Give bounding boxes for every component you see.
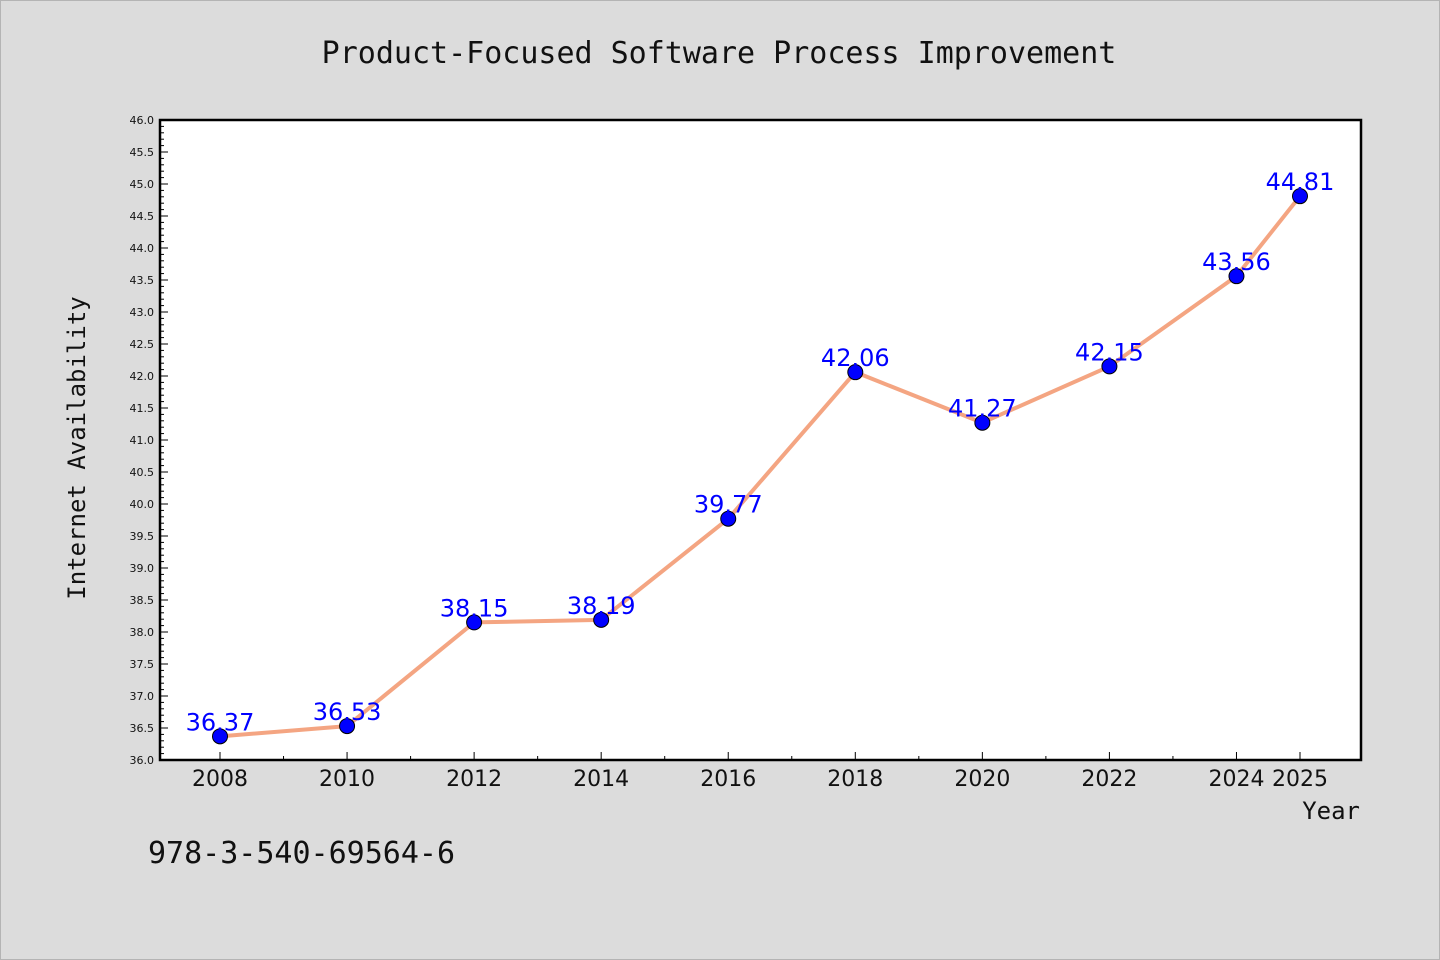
data-point: [847, 364, 864, 381]
y-tick-label: 41.5: [130, 402, 155, 415]
data-point: [212, 728, 228, 745]
y-axis-ticks: 36.0 36.5 37.0 37.5 38.0 38.5 39.0 39.5 40.0 40.5…: [130, 114, 168, 767]
x-tick-label: 2012: [446, 767, 502, 792]
data-point: [466, 614, 483, 631]
y-tick-label: 36.5: [130, 722, 155, 735]
data-label: 38.15: [440, 594, 509, 622]
data-point: [1292, 188, 1308, 205]
y-tick-label: 37.5: [130, 658, 155, 671]
y-tick-label: 37.0: [130, 690, 155, 703]
y-tick-label: 43.0: [130, 306, 155, 319]
x-axis-ticks: 2008 2010 2012 2014 2016 2018 2020 2022 2024 2025: [192, 752, 1328, 792]
data-label: 42.06: [821, 344, 890, 372]
y-tick-label: 44.0: [130, 242, 155, 255]
y-tick-label: 42.5: [130, 338, 155, 351]
data-markers: [212, 188, 1308, 745]
data-labels: 36.37 36.53 38.15 38.19 39.77 42.06 41.27 42.15…: [186, 168, 1335, 736]
y-tick-label: 42.0: [130, 370, 155, 383]
data-label: 44.81: [1266, 168, 1335, 196]
x-tick-label: 2020: [954, 767, 1010, 792]
data-label: 36.53: [313, 698, 382, 726]
data-point: [339, 718, 356, 735]
y-tick-label: 38.0: [130, 626, 155, 639]
y-tick-label: 44.5: [130, 210, 155, 223]
data-point: [720, 510, 737, 527]
y-tick-label: 45.5: [130, 146, 155, 159]
series-line: [218, 194, 1302, 739]
x-tick-label: 2016: [700, 767, 756, 792]
y-tick-label: 36.0: [130, 754, 155, 767]
data-point: [593, 611, 610, 628]
y-tick-label: 39.5: [130, 530, 155, 543]
x-tick-label: 2008: [192, 767, 248, 792]
x-axis-title: Year: [1302, 797, 1360, 825]
y-axis-title: Internet Availability: [63, 296, 91, 599]
y-tick-label: 43.5: [130, 274, 155, 287]
isbn-text: 978-3-540-69564-6: [148, 836, 455, 871]
x-tick-label: 2014: [573, 767, 629, 792]
x-tick-label: 2024: [1208, 767, 1264, 792]
data-point: [974, 414, 991, 431]
data-label: 42.15: [1075, 338, 1144, 366]
plot-area: [158, 118, 1363, 762]
x-tick-label: 2025: [1272, 767, 1328, 792]
data-label: 43.56: [1202, 248, 1271, 276]
data-point: [1228, 268, 1245, 285]
x-tick-label: 2018: [827, 767, 883, 792]
x-tick-label: 2010: [319, 767, 375, 792]
data-label: 38.19: [567, 592, 636, 620]
y-tick-label: 41.0: [130, 434, 155, 447]
y-tick-label: 45.0: [130, 178, 155, 191]
y-tick-label: 46.0: [130, 114, 155, 127]
x-tick-label: 2022: [1081, 767, 1137, 792]
data-label: 36.37: [186, 708, 255, 736]
data-label: 39.77: [694, 491, 763, 519]
y-tick-label: 40.0: [130, 498, 155, 511]
y-tick-label: 40.5: [130, 466, 155, 479]
y-tick-label: 39.0: [130, 562, 155, 575]
data-label: 41.27: [948, 395, 1017, 423]
chart-title: Product-Focused Software Process Improve…: [322, 36, 1117, 71]
y-tick-label: 38.5: [130, 594, 155, 607]
data-point: [1101, 358, 1118, 375]
